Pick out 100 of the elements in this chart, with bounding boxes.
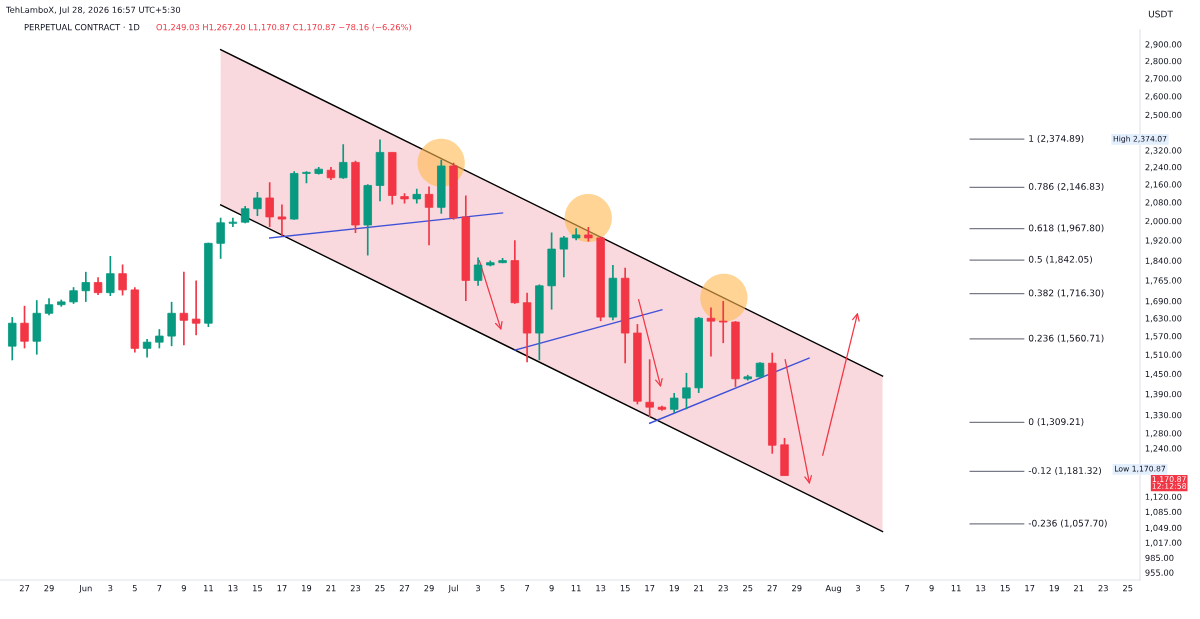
y-tick-label: 1,390.00 xyxy=(1145,390,1182,399)
y-tick-label: 1,690.00 xyxy=(1145,298,1182,306)
candlestick xyxy=(216,217,225,260)
ref-line-label: 0.236 (1,560.71) xyxy=(1028,334,1104,343)
y-tick-label: 2,320.00 xyxy=(1145,147,1182,155)
y-tick-label: 2,160.00 xyxy=(1145,181,1182,189)
y-tick-label: 1,570.00 xyxy=(1145,333,1182,341)
ref-line-label: 0.618 (1,967.80) xyxy=(1028,224,1104,233)
x-tick-label: 5 xyxy=(500,585,505,592)
x-tick-label: 17 xyxy=(645,585,655,592)
candlestick xyxy=(167,301,176,348)
y-tick-label: 1,450.00 xyxy=(1145,370,1182,379)
candlestick xyxy=(706,306,716,358)
candlestick xyxy=(682,372,691,411)
x-tick-label: 11 xyxy=(571,585,581,592)
candlestick xyxy=(473,256,483,287)
ref-line-label: -0.236 (1,057.70) xyxy=(1028,519,1107,528)
x-tick-label: Jul xyxy=(448,584,458,593)
x-tick-label: 27 xyxy=(19,585,30,592)
candlestick xyxy=(118,263,127,297)
x-tick-label: 17 xyxy=(277,585,287,592)
ref-line-label: -0.12 (1,181.32) xyxy=(1028,466,1101,476)
y-tick-label: 1,920.00 xyxy=(1145,237,1182,245)
x-tick-label: 7 xyxy=(525,585,530,592)
x-tick-label: 27 xyxy=(399,585,410,592)
y-axis-title: USDT xyxy=(1148,10,1173,18)
x-tick-label: 3 xyxy=(108,585,113,592)
y-tick-label: 1,840.00 xyxy=(1145,257,1182,265)
y-tick-label: 1,017.00 xyxy=(1145,539,1182,547)
ref-line-label: 0.5 (1,842.05) xyxy=(1028,255,1092,264)
y-tick-label: 2,240.00 xyxy=(1145,164,1182,172)
x-tick-label: 15 xyxy=(1000,585,1010,592)
x-tick-label: 9 xyxy=(929,585,934,592)
x-tick-label: 13 xyxy=(228,585,238,592)
ref-line-label: 0 (1,309.21) xyxy=(1028,418,1084,427)
candlestick xyxy=(253,191,262,217)
candlestick xyxy=(106,255,115,297)
x-tick-label: 13 xyxy=(976,585,986,592)
candlestick xyxy=(719,300,728,344)
candlestick xyxy=(424,185,434,247)
y-tick-label: 2,900.00 xyxy=(1145,41,1182,49)
y-tick-label: 1,630.00 xyxy=(1145,315,1182,323)
ref-line-label: 0.786 (2,146.83) xyxy=(1028,182,1104,191)
x-tick-label: 23 xyxy=(718,585,728,592)
x-tick-label: 5 xyxy=(880,585,885,592)
x-tick-label: 19 xyxy=(1049,585,1059,592)
text: TehLamboX, Jul 28, 2026 16:57 UTC+5:30 xyxy=(5,6,181,15)
y-tick-label: 2,500.00 xyxy=(1145,111,1182,119)
x-tick-label: 15 xyxy=(620,585,630,592)
x-tick-label: 9 xyxy=(181,585,186,592)
chart-subtitle: O1,249.03 H1,267.20 L1,170.87 C1,170.87 −78.16 (−6.26%) xyxy=(156,23,412,32)
y-tick-label: 2,000.00 xyxy=(1145,217,1182,226)
x-tick-label: Jun xyxy=(78,585,92,593)
x-tick-label: 17 xyxy=(1025,585,1035,592)
x-tick-label: 21 xyxy=(694,585,704,592)
x-tick-label: 5 xyxy=(132,585,137,592)
candlestick xyxy=(339,143,348,180)
y-tick-label: 2,080.00 xyxy=(1145,199,1182,207)
x-tick-label: 23 xyxy=(350,585,361,592)
y-tick-label: 1,280.00 xyxy=(1145,430,1182,438)
chart-title: PERPETUAL CONTRACT · 1D xyxy=(24,23,140,31)
x-tick-label: 15 xyxy=(253,585,262,592)
candlestick xyxy=(277,203,287,237)
x-tick-label: Aug xyxy=(825,585,841,593)
candlestick xyxy=(81,271,91,303)
x-tick-label: 25 xyxy=(743,585,753,592)
candlestick xyxy=(669,392,679,414)
x-tick-label: 21 xyxy=(326,585,336,592)
y-tick-label: 2,700.00 xyxy=(1145,75,1182,83)
candlestick xyxy=(645,358,654,418)
x-tick-label: 23 xyxy=(1098,585,1108,592)
candlestick xyxy=(179,271,189,347)
y-tick-label: 1,510.00 xyxy=(1145,351,1182,359)
y-tick-label: 1,049.00 xyxy=(1145,524,1182,532)
x-tick-label: 27 xyxy=(767,585,777,592)
x-tick-label: 19 xyxy=(669,585,679,592)
x-tick-label: 29 xyxy=(792,585,802,592)
ref-line-label: 0.382 (1,716.30) xyxy=(1028,289,1104,298)
ref-line-label: 1 (2,374.89) xyxy=(1029,134,1084,143)
x-tick-label: 19 xyxy=(302,585,312,592)
x-tick-label: 3 xyxy=(476,585,481,592)
x-tick-label: 7 xyxy=(905,585,910,592)
x-tick-label: 7 xyxy=(157,585,162,592)
y-tick-label: 955.00 xyxy=(1145,569,1174,576)
candlestick xyxy=(8,316,17,362)
y-tick-label: 1,085.00 xyxy=(1145,508,1182,516)
x-tick-label: 9 xyxy=(549,585,554,592)
x-tick-label: 21 xyxy=(1074,585,1084,592)
candlestick xyxy=(20,305,29,350)
candlestick xyxy=(265,181,274,228)
y-tick-label: 2,600.00 xyxy=(1145,93,1182,101)
y-tick-label: 1,120.00 xyxy=(1145,493,1182,501)
y-tick-label: 1,240.00 xyxy=(1145,445,1182,453)
x-tick-label: 25 xyxy=(375,585,385,592)
y-tick-label: 1,765.00 xyxy=(1145,277,1182,285)
candlestick xyxy=(191,279,201,336)
candlestick xyxy=(559,235,569,279)
x-tick-label: 25 xyxy=(1123,585,1133,592)
x-tick-label: 11 xyxy=(204,585,213,592)
y-tick-label: 1,330.00 xyxy=(1145,411,1182,420)
